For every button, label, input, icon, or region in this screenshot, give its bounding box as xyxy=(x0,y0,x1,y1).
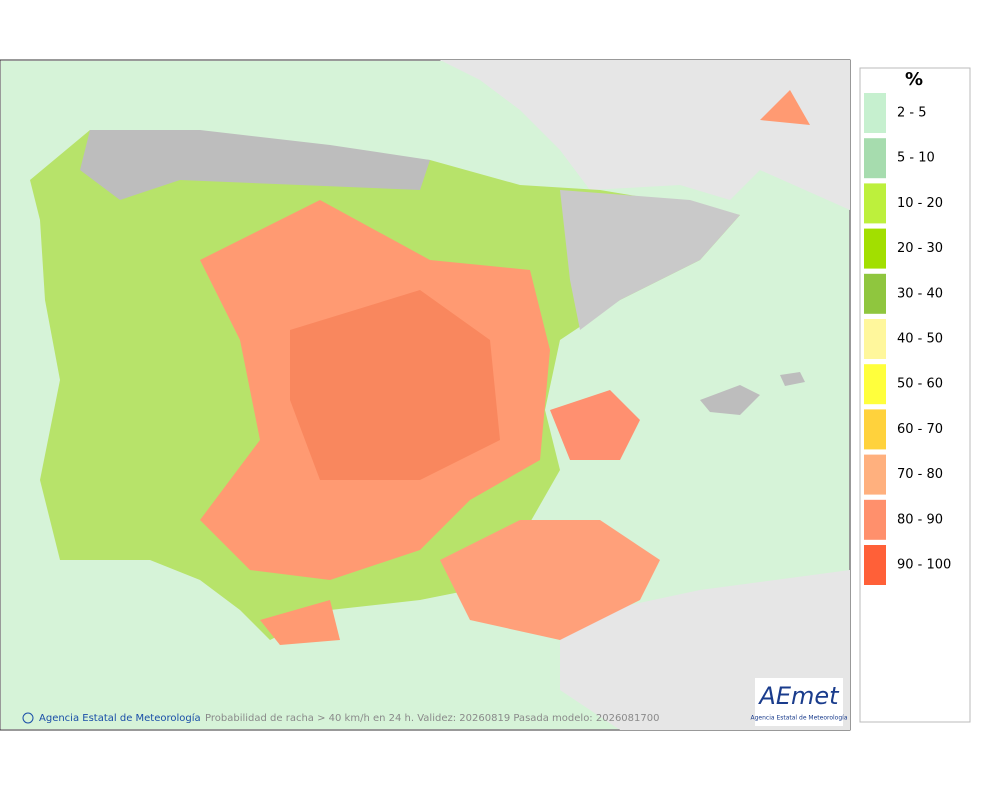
legend-swatch xyxy=(864,499,886,540)
mallorca xyxy=(700,385,760,415)
logo-text: AEmet xyxy=(757,682,840,710)
france xyxy=(440,60,850,210)
valencia-sea-prob xyxy=(550,390,640,460)
alboran-prob xyxy=(440,520,660,640)
legend-label: 10 - 20 xyxy=(897,196,943,211)
legend-label: 40 - 50 xyxy=(897,332,943,347)
legend-label: 50 - 60 xyxy=(897,377,943,392)
legend-swatch xyxy=(864,364,886,405)
legend-label: 80 - 90 xyxy=(897,512,943,527)
menorca xyxy=(780,372,805,386)
credit: Agencia Estatal de Meteorología xyxy=(39,712,201,724)
legend-label: 70 - 80 xyxy=(897,467,943,482)
legend-swatch xyxy=(864,183,886,224)
legend-label: 20 - 30 xyxy=(897,241,943,256)
legend-swatch xyxy=(864,138,886,179)
gulf-prob xyxy=(760,90,810,125)
legend-label: 60 - 70 xyxy=(897,422,943,437)
caption: Probabilidad de racha > 40 km/h en 24 h.… xyxy=(205,713,659,724)
strait-prob xyxy=(260,600,340,645)
logo-box xyxy=(755,678,843,726)
core-prob xyxy=(290,290,500,480)
cantabrian-relief xyxy=(80,130,430,200)
legend-label: 5 - 10 xyxy=(897,151,935,166)
legend-swatch xyxy=(864,409,886,450)
catalonia-relief xyxy=(560,190,740,330)
legend-swatch xyxy=(864,319,886,359)
copyright-icon xyxy=(22,712,34,724)
legend-label: 30 - 40 xyxy=(897,286,943,301)
legend: % 2 - 5 5 - 10 10 - 20 20 - 30 30 - 40 40 - 5… xyxy=(859,67,971,723)
legend-swatch xyxy=(864,454,886,495)
legend-swatch xyxy=(864,228,886,269)
legend-swatch xyxy=(864,93,886,133)
legend-label: 90 - 100 xyxy=(897,558,951,573)
logo-subtitle: Agencia Estatal de Meteorología xyxy=(751,715,848,722)
map: Agencia Estatal de Meteorología Probabil… xyxy=(0,59,851,731)
legend-title: % xyxy=(905,69,923,90)
legend-swatch xyxy=(864,545,886,585)
legend-swatch xyxy=(864,273,886,314)
legend-label: 2 - 5 xyxy=(897,106,927,121)
